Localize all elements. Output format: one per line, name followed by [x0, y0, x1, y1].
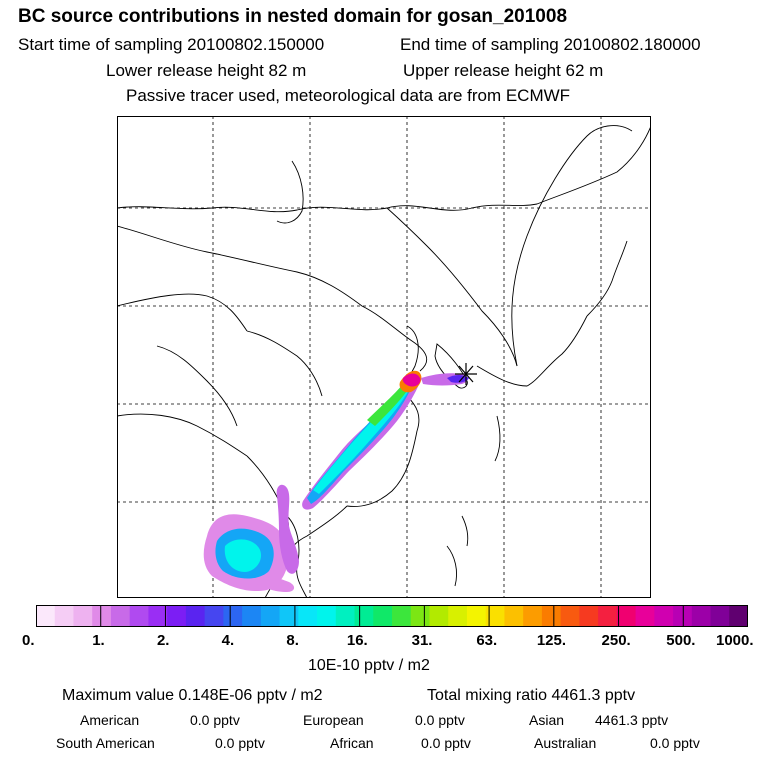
colorbar-cell: [410, 605, 430, 627]
region-value: 0.0 pptv: [421, 735, 471, 751]
colorbar-tick-label: 16.: [346, 632, 368, 649]
colorbar-cell: [335, 605, 356, 627]
colorbar-cell: [260, 605, 281, 627]
colorbar-cell: [579, 605, 599, 627]
colorbar-cell: [729, 605, 748, 627]
colorbar-cell: [541, 605, 562, 627]
region-value: 0.0 pptv: [415, 712, 465, 728]
colorbar: [36, 605, 748, 627]
colorbar-tick-label: 63.: [476, 632, 498, 649]
colorbar-cell: [560, 605, 580, 627]
colorbar-tick-label: 1.: [92, 632, 105, 649]
colorbar-cell: [485, 605, 505, 627]
colorbar-cell: [354, 605, 374, 627]
colorbar-tick-label: 1000.: [716, 632, 754, 649]
colorbar-tick-label: 8.: [286, 632, 299, 649]
colorbar-cell: [73, 605, 93, 627]
colorbar-cell: [223, 605, 243, 627]
region-name: Australian: [534, 735, 597, 751]
region-name: European: [303, 712, 364, 728]
colorbar-cell: [185, 605, 206, 627]
colorbar-cell: [167, 605, 187, 627]
colorbar-tick-label: 125.: [536, 632, 567, 649]
colorbar-cell: [129, 605, 149, 627]
colorbar-cell: [429, 605, 449, 627]
colorbar-cell: [654, 605, 674, 627]
region-value: 0.0 pptv: [215, 735, 265, 751]
upper-release-height-label: Upper release height 62 m: [403, 61, 604, 80]
region-name: Asian: [529, 712, 565, 728]
colorbar-cell: [448, 605, 468, 627]
max-value-label: Maximum value 0.148E-06 pptv / m2: [62, 687, 323, 704]
colorbar-cell: [392, 605, 412, 627]
colorbar-cell: [598, 605, 618, 627]
colorbar-cell: [616, 605, 637, 627]
lower-release-height-label: Lower release height 82 m: [106, 61, 307, 80]
colorbar-cell: [691, 605, 712, 627]
map-frame: [117, 116, 651, 598]
colorbar-tick-label: 500.: [666, 632, 696, 649]
unit-label: 10E-10 pptv / m2: [308, 657, 430, 674]
start-time-label: Start time of sampling 20100802.150000: [18, 35, 325, 54]
tracer-note: Passive tracer used, meteorological data…: [126, 86, 571, 105]
colorbar-cell: [279, 605, 299, 627]
colorbar-tick-label: 2.: [156, 632, 170, 649]
colorbar-cell: [92, 605, 112, 627]
concentration-plume: [203, 370, 469, 592]
colorbar-cell: [635, 605, 655, 627]
colorbar-cell: [204, 605, 224, 627]
colorbar-tick-label: 31.: [411, 632, 433, 649]
region-name: South American: [56, 735, 155, 751]
map-panel: [117, 116, 651, 598]
plot-title: BC source contributions in nested domain…: [18, 6, 568, 27]
colorbar-cell: [54, 605, 74, 627]
colorbar-cell: [242, 605, 262, 627]
graticule: [117, 116, 651, 598]
colorbar-cell: [298, 605, 318, 627]
region-value: 0.0 pptv: [190, 712, 240, 728]
coastlines: [117, 125, 651, 598]
region-value: 0.0 pptv: [650, 735, 700, 751]
colorbar-cell: [36, 605, 56, 627]
colorbar-cell: [504, 605, 524, 627]
colorbar-tick-label: 250.: [601, 632, 631, 649]
colorbar-tick-label: 0.: [22, 632, 35, 649]
receptor-marker: [455, 363, 477, 385]
region-name: African: [330, 735, 374, 751]
colorbar-cell: [373, 605, 393, 627]
colorbar-cell: [317, 605, 337, 627]
colorbar-cell: [673, 605, 693, 627]
colorbar-cell: [523, 605, 543, 627]
region-value: 4461.3 pptv: [595, 712, 669, 728]
colorbar-cell: [710, 605, 730, 627]
region-name: American: [80, 712, 140, 728]
end-time-label: End time of sampling 20100802.180000: [400, 35, 701, 54]
colorbar-cell: [148, 605, 168, 627]
total-mixing-ratio-label: Total mixing ratio 4461.3 pptv: [427, 687, 636, 704]
colorbar-cell: [110, 605, 131, 627]
colorbar-tick-label: 4.: [221, 632, 235, 649]
colorbar-cell: [466, 605, 487, 627]
